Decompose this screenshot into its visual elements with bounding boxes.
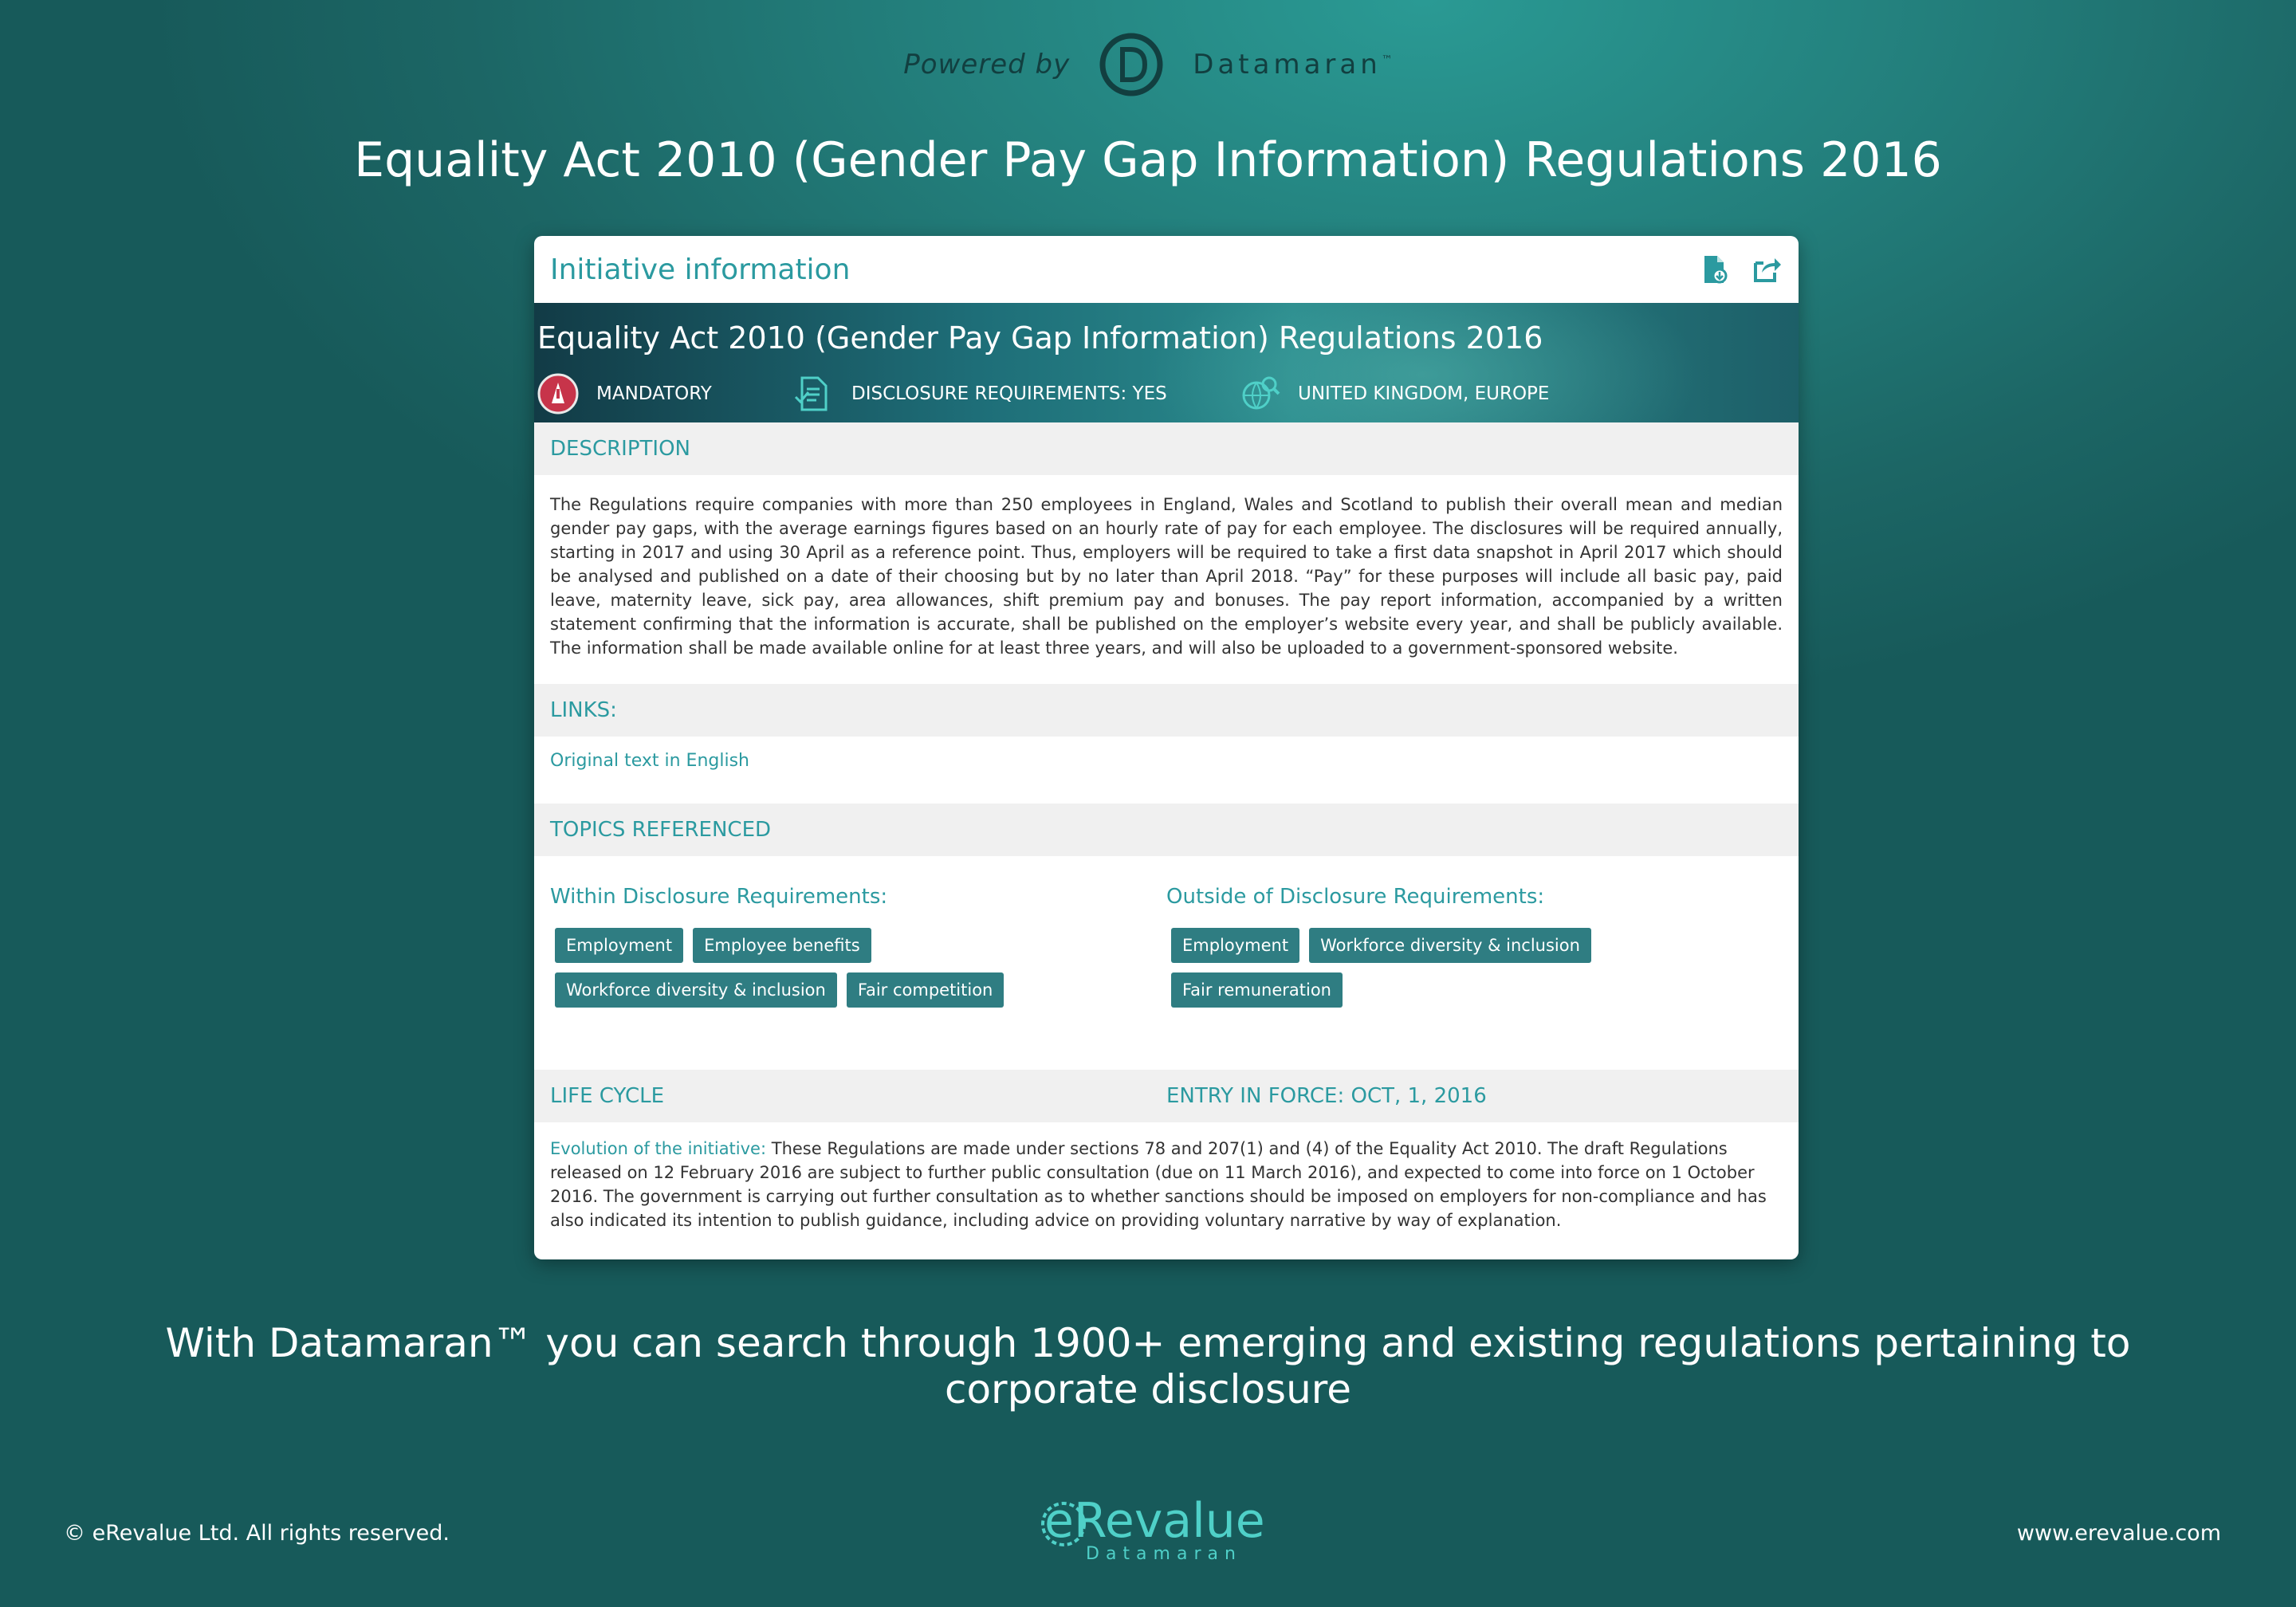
- card-title: Initiative information: [550, 253, 851, 286]
- topic-chip[interactable]: Workforce diversity & inclusion: [555, 972, 837, 1008]
- erevalue-logo-sub: Datamaran: [1086, 1544, 1242, 1564]
- topic-chip[interactable]: Employment: [555, 928, 684, 963]
- datamaran-brand: Datamaran™: [1193, 49, 1393, 81]
- website-url: www.erevalue.com: [2016, 1521, 2221, 1546]
- topic-chip[interactable]: Fair remuneration: [1171, 972, 1343, 1008]
- topic-chip[interactable]: Workforce diversity & inclusion: [1309, 928, 1591, 963]
- card-tools: [1698, 253, 1783, 285]
- initiative-banner: Equality Act 2010 (Gender Pay Gap Inform…: [534, 303, 1799, 422]
- evolution-label: Evolution of the initiative:: [550, 1139, 767, 1158]
- erevalue-logo-text: eRevalue: [1044, 1493, 1265, 1549]
- disclosure-label: DISCLOSURE REQUIREMENTS: YES: [851, 383, 1167, 404]
- topic-chip[interactable]: Employee benefits: [693, 928, 871, 963]
- export-document-icon[interactable]: [1698, 253, 1730, 285]
- within-disclosure-column: Within Disclosure Requirements: Employme…: [550, 885, 1166, 1070]
- description-text: The Regulations require companies with m…: [550, 495, 1783, 658]
- evolution-text: These Regulations are made under section…: [550, 1139, 1767, 1230]
- region-label: UNITED KINGDOM, EUROPE: [1298, 383, 1550, 404]
- mandatory-tag: MANDATORY: [537, 373, 792, 415]
- disclosure-tag: DISCLOSURE REQUIREMENTS: YES: [792, 373, 1239, 415]
- mandatory-label: MANDATORY: [596, 383, 712, 404]
- card-header: Initiative information: [534, 236, 1799, 303]
- region-tag: UNITED KINGDOM, EUROPE: [1239, 373, 1549, 415]
- outside-disclosure-label: Outside of Disclosure Requirements:: [1166, 885, 1545, 909]
- datamaran-logo-icon: [1099, 33, 1163, 96]
- entry-in-force: ENTRY IN FORCE: OCT, 1, 2016: [1166, 1084, 1487, 1108]
- powered-by-label: Powered by: [903, 49, 1071, 81]
- topic-chip[interactable]: Employment: [1171, 928, 1300, 963]
- topics-section: Within Disclosure Requirements: Employme…: [534, 856, 1799, 1070]
- links-list: Original text in English: [534, 737, 1799, 804]
- initiative-card: Initiative information Equality Act 2010…: [534, 236, 1799, 1259]
- mandatory-icon: [537, 373, 579, 415]
- tagline: With Datamaran™ you can search through 1…: [0, 1320, 2296, 1413]
- page-title: Equality Act 2010 (Gender Pay Gap Inform…: [354, 132, 1942, 188]
- topics-heading: TOPICS REFERENCED: [534, 804, 1799, 856]
- share-icon[interactable]: [1751, 253, 1783, 285]
- topic-chip[interactable]: Fair competition: [846, 972, 1005, 1008]
- tagline-line-2: corporate disclosure: [944, 1366, 1352, 1413]
- banner-tags: MANDATORY DISCLOSURE REQUIREMENTS: YES U…: [534, 373, 1799, 415]
- tagline-line-1: With Datamaran™ you can search through 1…: [165, 1320, 2131, 1366]
- outside-disclosure-column: Outside of Disclosure Requirements: Empl…: [1166, 885, 1783, 1070]
- globe-search-icon: [1242, 376, 1280, 410]
- original-text-link[interactable]: Original text in English: [550, 751, 749, 771]
- lifecycle-heading: LIFE CYCLE ENTRY IN FORCE: OCT, 1, 2016: [534, 1070, 1799, 1122]
- erevalue-logo: eRevalue Datamaran: [1041, 1493, 1265, 1564]
- description-heading: DESCRIPTION: [534, 422, 1799, 475]
- lifecycle-label: LIFE CYCLE: [550, 1084, 665, 1108]
- powered-by-bar: Powered by Datamaran™: [0, 32, 2296, 97]
- within-disclosure-label: Within Disclosure Requirements:: [550, 885, 888, 909]
- lifecycle-text: Evolution of the initiative: These Regul…: [534, 1122, 1799, 1247]
- document-checklist-icon: [794, 376, 828, 411]
- banner-title: Equality Act 2010 (Gender Pay Gap Inform…: [537, 320, 1543, 356]
- copyright: © eRevalue Ltd. All rights reserved.: [64, 1521, 450, 1546]
- links-heading: LINKS:: [534, 684, 1799, 737]
